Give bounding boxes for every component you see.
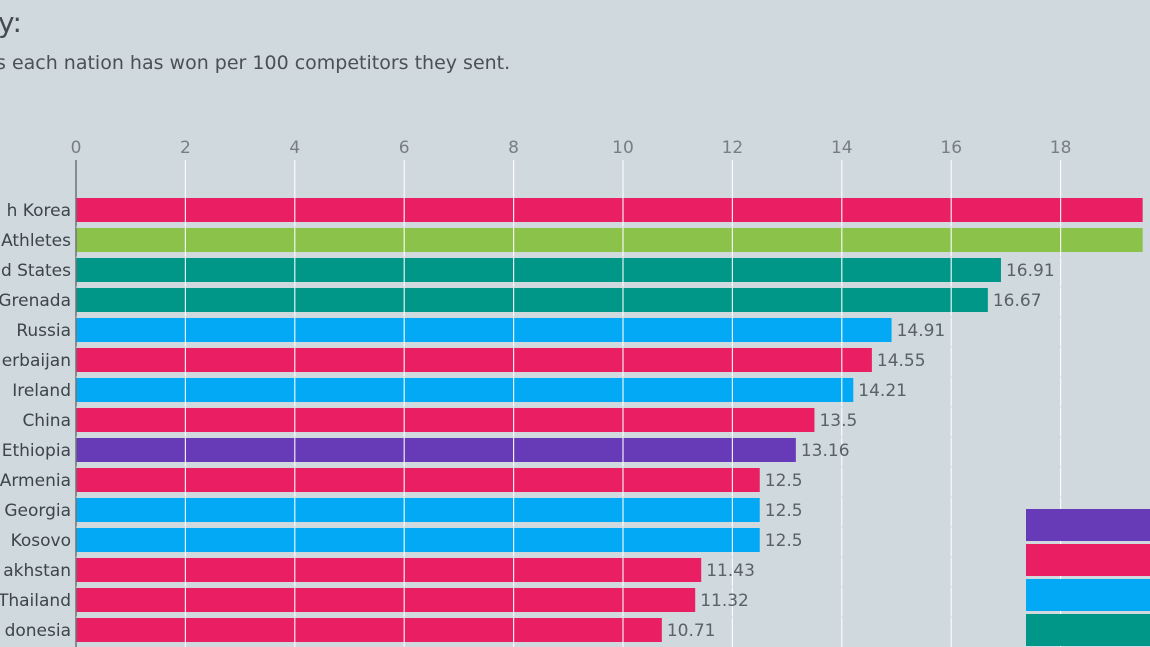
category-label: Kosovo: [11, 531, 71, 551]
category-label: Thailand: [0, 591, 71, 611]
legend-swatch-2: [1026, 579, 1150, 611]
category-label: Grenada: [0, 291, 71, 311]
category-label: d States: [1, 261, 71, 281]
value-label: 16.91: [1006, 261, 1055, 281]
value-label: 11.32: [700, 591, 749, 611]
value-label: 14.91: [897, 321, 946, 341]
gridlines-group: [75, 160, 1150, 647]
x-tick-label: 2: [180, 138, 191, 158]
bar-5: [76, 348, 872, 372]
category-label: erbaijan: [2, 351, 71, 371]
bar-14: [76, 618, 662, 642]
bar-6: [76, 378, 854, 402]
bar-12: [76, 558, 702, 582]
category-label: Armenia: [0, 471, 71, 491]
x-tick-label: 12: [722, 138, 744, 158]
value-label: 13.16: [801, 441, 850, 461]
bar-1: [76, 228, 1143, 252]
bar-7: [76, 408, 815, 432]
bar-2: [76, 258, 1001, 282]
legend-swatch-1: [1026, 544, 1150, 576]
x-tick-label: 8: [508, 138, 519, 158]
category-label: donesia: [5, 621, 71, 641]
value-label: 16.67: [993, 291, 1042, 311]
value-label: 14.55: [877, 351, 926, 371]
bars-group: [76, 198, 1143, 642]
category-label: akhstan: [3, 561, 71, 581]
x-tick-label: 16: [940, 138, 962, 158]
value-label: 12.5: [765, 471, 803, 491]
category-label: h Korea: [7, 201, 71, 221]
category-label: Georgia: [4, 501, 71, 521]
bar-13: [76, 588, 696, 612]
category-label: China: [22, 411, 71, 431]
x-tick-label: 4: [289, 138, 300, 158]
category-label: Athletes: [1, 231, 71, 251]
category-label: Ethiopia: [2, 441, 71, 461]
legend-swatch-0: [1026, 509, 1150, 541]
chart-subtitle: s each nation has won per 100 competitor…: [0, 52, 511, 74]
bar-0: [76, 198, 1143, 222]
chart-title: y:: [0, 6, 22, 39]
bar-8: [76, 438, 796, 462]
category-label: Russia: [16, 321, 71, 341]
x-tick-label: 18: [1050, 138, 1072, 158]
value-label: 10.71: [667, 621, 716, 641]
bar-4: [76, 318, 892, 342]
legend-swatch-3: [1026, 614, 1150, 646]
x-tick-label: 10: [612, 138, 634, 158]
category-label: Ireland: [12, 381, 71, 401]
labels-group: 0 2 4 6 8 10 12 14 16 18 h Korea Athletes d States 16…: [0, 138, 1150, 646]
x-tick-label: 0: [71, 138, 82, 158]
value-label: 14.21: [858, 381, 907, 401]
x-tick-label: 14: [831, 138, 853, 158]
value-label: 12.5: [765, 501, 803, 521]
bar-10: [76, 498, 760, 522]
value-label: 12.5: [765, 531, 803, 551]
bar-11: [76, 528, 760, 552]
value-label: 13.5: [819, 411, 857, 431]
value-label: 11.43: [706, 561, 755, 581]
x-tick-label: 6: [399, 138, 410, 158]
bar-9: [76, 468, 760, 492]
bar-3: [76, 288, 988, 312]
